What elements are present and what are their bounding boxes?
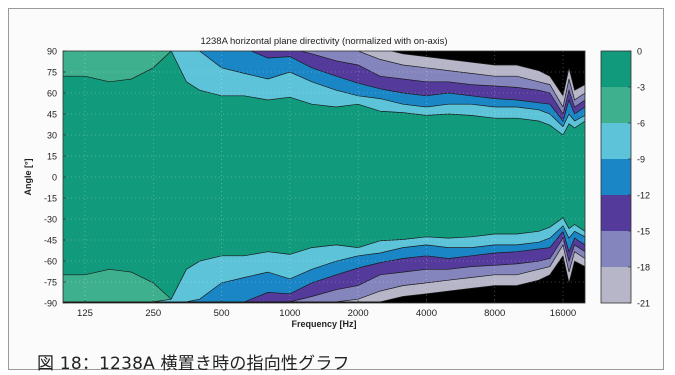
y-tick-label: 75 [47, 68, 57, 78]
colorbar-swatch [601, 51, 631, 87]
y-tick-label: -75 [44, 278, 57, 288]
x-tick-label: 500 [214, 308, 230, 319]
colorbar-label: -9 [637, 155, 645, 165]
y-tick-label: -15 [44, 194, 57, 204]
colorbar-swatch [601, 267, 631, 303]
y-tick-label: 90 [47, 47, 57, 57]
y-tick-label: 30 [47, 131, 57, 141]
x-tick-label: 250 [145, 308, 161, 319]
colorbar-label: -6 [637, 119, 645, 129]
colorbar-swatch [601, 195, 631, 231]
x-tick-label: 4000 [416, 308, 437, 319]
colorbar-label: -21 [637, 299, 650, 309]
x-axis-label: Frequency [Hz] [291, 319, 356, 329]
colorbar-swatch [601, 123, 631, 159]
figure-caption: 図 18：1238A 横置き時の指向性グラフ [37, 354, 350, 374]
colorbar-label: -12 [637, 191, 650, 201]
figure-frame: 1238A horizontal plane directivity (norm… [8, 8, 664, 374]
colorbar-label: -18 [637, 263, 650, 273]
colorbar-swatch [601, 159, 631, 195]
directivity-chart: 1238A horizontal plane directivity (norm… [23, 36, 650, 329]
y-tick-label: 0 [52, 173, 57, 183]
colorbar-swatch [601, 231, 631, 267]
chart-title: 1238A horizontal plane directivity (norm… [200, 36, 447, 47]
y-tick-label: 45 [47, 110, 57, 120]
contour-band-top-21db [390, 51, 585, 97]
x-tick-label: 125 [77, 308, 93, 319]
x-tick-label: 1000 [279, 308, 300, 319]
y-tick-label: -45 [44, 236, 57, 246]
colorbar-border [600, 50, 632, 304]
x-tick-label: 8000 [484, 308, 505, 319]
colorbar-label: 0 [637, 47, 642, 57]
x-tick-label: 16000 [550, 308, 576, 319]
colorbar-swatch [601, 87, 631, 123]
y-tick-label: 60 [47, 89, 57, 99]
y-tick-label: 15 [47, 152, 57, 162]
y-tick-label: -90 [44, 299, 57, 309]
y-tick-label: -30 [44, 215, 57, 225]
y-axis-label: Angle [°] [23, 158, 33, 195]
colorbar-label: -15 [637, 227, 650, 237]
contour-band-top-3db [63, 51, 585, 83]
y-tick-label: -60 [44, 257, 57, 267]
x-tick-label: 2000 [348, 308, 369, 319]
colorbar-label: -3 [637, 83, 645, 93]
